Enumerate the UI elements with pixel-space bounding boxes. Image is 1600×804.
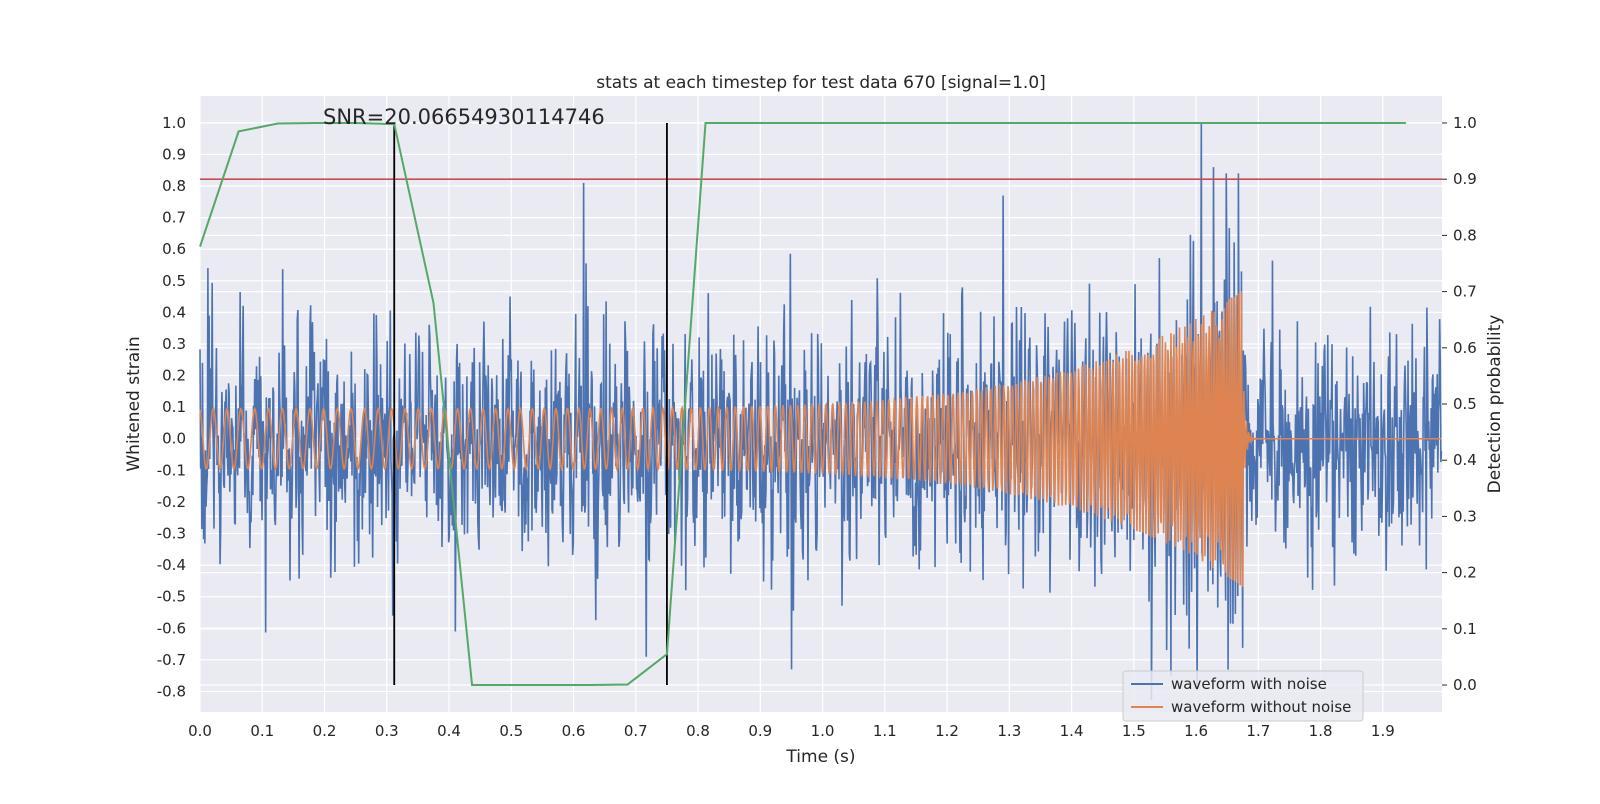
legend-label-clean: waveform without noise [1171,698,1351,716]
series-detection-probability [199,121,1406,687]
y-axis-left-label: Whitened strain [124,336,144,471]
snr-annotation: SNR=20.06654930114746 [323,105,605,129]
y-right-tick-label: 0.8 [1453,226,1477,244]
legend-box [1122,670,1364,722]
x-tick-label: 0.3 [375,722,399,740]
y-right-tick-label: 0.7 [1453,283,1477,301]
x-tick-label: 0.6 [562,722,586,740]
y-left-tick-label: 0.5 [162,272,186,290]
data-layer [199,121,1443,701]
series-waveform-without-noise [199,291,1442,588]
x-tick-label: 0.9 [748,722,772,740]
y-right-tick-label: 0.9 [1453,170,1477,188]
y-left-tick-label: 0.2 [162,367,186,385]
y-right-tick-label: 0.0 [1453,676,1477,694]
x-tick-label: 1.2 [935,722,959,740]
legend: waveform with noise waveform without noi… [1122,670,1364,722]
axis-layer: 0.0 0.1 0.2 0.3 0.4 0.5 0.6 0.7 0.8 0.9 1.0 1.1 1.2 1… [157,114,1477,740]
y-right-tick-label: 0.6 [1453,339,1477,357]
y-right-tick-label: 0.2 [1453,564,1477,582]
y-axis-right-label: Detection probability [1485,315,1505,494]
x-tick-label: 0.5 [499,722,523,740]
x-tick-label: 0.0 [188,722,212,740]
y-right-tick-label: 0.3 [1453,507,1477,525]
x-tick-label: 0.1 [250,722,274,740]
x-tick-label: 1.6 [1184,722,1208,740]
y-right-tick-label: 0.5 [1453,395,1477,413]
x-tick-label: 1.5 [1122,722,1146,740]
y-left-tick-label: 0.0 [162,430,186,448]
y-left-tick-label: -0.8 [157,682,186,700]
y-left-tick-label: -0.7 [157,651,186,669]
y-left-tick-label: -0.2 [157,493,186,511]
x-tick-label: 1.4 [1060,722,1084,740]
x-tick-label: 1.3 [997,722,1021,740]
legend-label-noise: waveform with noise [1171,675,1327,693]
y-left-tick-label: -0.4 [157,556,186,574]
y-right-tick-label: 1.0 [1453,114,1477,132]
x-tick-label: 0.2 [313,722,337,740]
y-left-tick-label: 0.1 [162,398,186,416]
y-left-tick-label: 1.0 [162,114,186,132]
x-tick-label: 1.0 [811,722,835,740]
x-tick-label: 1.9 [1371,722,1395,740]
y-right-tick-label: 0.1 [1453,620,1477,638]
x-tick-label: 0.8 [686,722,710,740]
x-axis-label: Time (s) [785,747,855,767]
y-left-tick-label: 0.6 [162,240,186,258]
x-tick-label: 1.7 [1246,722,1270,740]
x-tick-label: 0.7 [624,722,648,740]
chart-title: stats at each timestep for test data 670… [596,73,1046,93]
y-left-tick-label: 0.9 [162,145,186,163]
y-left-tick-label: 0.8 [162,177,186,195]
y-left-tick-label: -0.5 [157,588,186,606]
x-tick-label: 1.1 [873,722,897,740]
y-left-tick-label: 0.3 [162,335,186,353]
x-tick-label: 0.4 [437,722,461,740]
y-left-tick-label: -0.1 [157,461,186,479]
y-left-tick-label: -0.3 [157,525,186,543]
y-left-tick-label: 0.4 [162,303,186,321]
y-right-tick-label: 0.4 [1453,451,1477,469]
y-left-tick-label: 0.7 [162,209,186,227]
x-tick-label: 1.8 [1309,722,1333,740]
y-left-tick-label: -0.6 [157,619,186,637]
